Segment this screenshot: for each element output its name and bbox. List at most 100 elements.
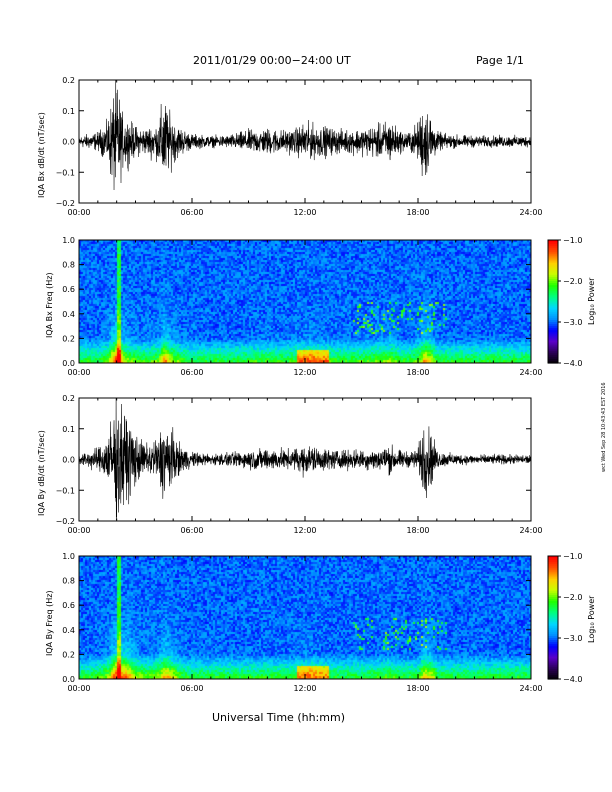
panel4-colorbar-step: [548, 621, 558, 625]
panel4-colorbar-step: [548, 570, 558, 573]
panel3-xtick-label: 12:00: [293, 526, 316, 535]
panel2-colorbar-step: [548, 276, 558, 280]
panel4-colorbar-step: [548, 662, 558, 666]
panel2-colorbar-step: [548, 346, 558, 350]
panel1-xtick-label: 12:00: [293, 208, 316, 217]
panel4-colorbar-step: [548, 646, 558, 649]
panel2-colorbar-step: [548, 317, 558, 321]
panel2-colorbar-tick-label: −1.0: [563, 236, 582, 245]
panel3-ytick-label: 0.1: [62, 425, 75, 434]
panel2-colorbar-step: [548, 242, 558, 245]
panel4-colorbar-step: [548, 564, 558, 567]
panel4-colorbar-step: [548, 668, 558, 672]
panel4-colorbar-step: [548, 615, 558, 619]
panel4-colorbar-step: [548, 629, 558, 633]
panel2-colorbar-step: [548, 278, 558, 282]
panel2-colorbar-step: [548, 297, 558, 301]
panel2-colorbar-step: [548, 272, 558, 276]
panel2-colorbar-step: [548, 285, 558, 288]
panel1-xtick-label: 24:00: [519, 208, 542, 217]
panel2-colorbar-step: [548, 252, 558, 255]
panel3-ytick-label: −0.2: [56, 517, 75, 526]
panel2-colorbar-step: [548, 311, 558, 315]
panel4-xtick-label: 18:00: [406, 684, 429, 693]
panel2-ytick-label: 0.8: [62, 261, 75, 270]
panel4-colorbar-step: [548, 584, 558, 588]
panel2-colorbar-step: [548, 360, 558, 364]
panel2-colorbar-step: [548, 348, 558, 352]
panel4-colorbar-step: [548, 582, 558, 586]
panel3-xtick-label: 00:00: [67, 526, 90, 535]
panel2-colorbar-step: [548, 266, 558, 270]
panel2-colorbar-step: [548, 305, 558, 309]
panel1-xtick-label: 06:00: [180, 208, 203, 217]
panel2-colorbar-step: [548, 256, 558, 260]
panel2-ytick-label: 0.2: [62, 334, 75, 343]
panel4-colorbar-step: [548, 674, 558, 678]
panel2-colorbar-step: [548, 287, 558, 290]
panel4-colorbar-step: [548, 576, 558, 580]
panel2-colorbar-step: [548, 352, 558, 356]
panel4-colorbar-step: [548, 650, 558, 653]
panel2-colorbar-step: [548, 336, 558, 339]
panel4-colorbar-step: [548, 672, 558, 676]
panel2-colorbar-step: [548, 322, 558, 325]
panel4-colorbar-step: [548, 625, 558, 629]
panel2-colorbar-step: [548, 328, 558, 331]
panel4-colorbar-step: [548, 633, 558, 637]
panel2-ytick-label: 0.6: [62, 285, 75, 294]
panel2-colorbar-step: [548, 281, 558, 284]
panel2-colorbar-step: [548, 250, 558, 253]
panel4-colorbar-step: [548, 623, 558, 627]
panel4-xtick-label: 12:00: [293, 684, 316, 693]
panel2-colorbar-step: [548, 332, 558, 335]
panel2-colorbar-step: [548, 299, 558, 303]
panel4-ytick-label: 0.6: [62, 601, 75, 610]
panel4-colorbar-step: [548, 574, 558, 578]
panel4-colorbar-step: [548, 640, 558, 643]
panel2-colorbar-tick-label: −4.0: [563, 359, 582, 368]
panel4-colorbar-step: [548, 631, 558, 635]
panel2-ytick-label: 0.4: [62, 310, 75, 319]
panel2-colorbar-step: [548, 240, 558, 243]
panel1-ytick-label: 0.0: [62, 138, 75, 147]
panel4-colorbar-step: [548, 654, 558, 658]
panel4-colorbar-step: [548, 642, 558, 645]
panel4-colorbar-step: [548, 617, 558, 621]
panel4-colorbar-step: [548, 635, 558, 639]
panel2-xtick-label: 06:00: [180, 368, 203, 377]
panel4-colorbar-step: [548, 558, 558, 561]
panel2-colorbar-step: [548, 301, 558, 305]
panel2-ytick-label: 1.0: [62, 236, 75, 245]
panel4-colorbar-step: [548, 603, 558, 606]
panel2-colorbar-step: [548, 262, 558, 266]
panel4-colorbar-step: [548, 601, 558, 604]
panel4-colorbar-step: [548, 605, 558, 608]
panel2-colorbar-step: [548, 356, 558, 360]
panel1-ytick-label: 0.1: [62, 107, 75, 116]
panel3-ytick-label: 0.0: [62, 456, 75, 465]
panel4-ytick-label: 0.4: [62, 626, 75, 635]
panel2-colorbar-step: [548, 334, 558, 337]
panel2-colorbar-step: [548, 330, 558, 333]
panel2-colorbar-step: [548, 283, 558, 286]
panel4-colorbar-step: [548, 648, 558, 651]
panel4-colorbar-step: [548, 627, 558, 631]
panel4-colorbar-step: [548, 619, 558, 623]
panel4-colorbar-step: [548, 611, 558, 614]
panel4-xtick-label: 00:00: [67, 684, 90, 693]
panel4-colorbar-step: [548, 560, 558, 563]
panel4-colorbar-step: [548, 676, 558, 680]
panel1-trace: [79, 80, 531, 190]
panel2-colorbar-step: [548, 244, 558, 247]
panel1-xtick-label: 18:00: [406, 208, 429, 217]
panel4-colorbar-step: [548, 658, 558, 662]
panel4-colorbar-step: [548, 580, 558, 584]
panel4-colorbar-step: [548, 568, 558, 571]
panel4-spectrogram: [79, 556, 531, 679]
panel2-colorbar-step: [548, 350, 558, 354]
panel4-colorbar-step: [548, 609, 558, 612]
panel4-colorbar-step: [548, 592, 558, 596]
panel4-colorbar-step: [548, 586, 558, 590]
panel2-xtick-label: 00:00: [67, 368, 90, 377]
